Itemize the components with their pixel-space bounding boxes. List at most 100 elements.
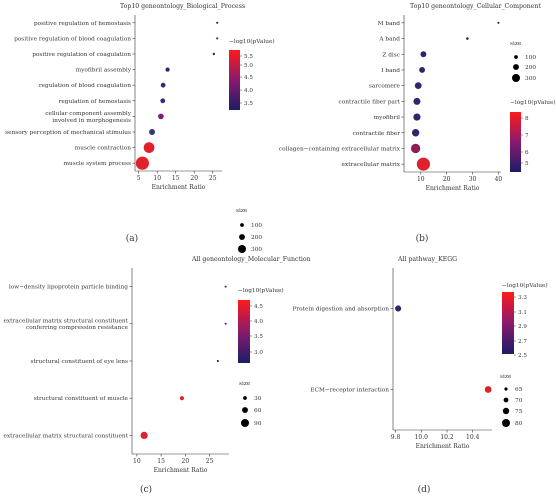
color-legend-label: 2.9: [518, 324, 527, 330]
color-legend-label: 4.5: [254, 304, 263, 310]
y-tick-label-line: cellular component assembly: [45, 111, 131, 117]
y-tick-label-line: positive regulation of coagulation: [32, 52, 131, 58]
x-tick-label: 5: [137, 175, 141, 182]
color-legend-label: 4.5: [244, 75, 253, 81]
color-legend-title: −log10(pValue): [510, 99, 556, 106]
size-legend-label: 90: [254, 421, 262, 427]
size-legend-dot: [503, 397, 509, 403]
color-legend-bar: [510, 112, 521, 172]
color-legend-title: −log10(pValue): [238, 287, 284, 294]
color-legend-label: 2.7: [518, 339, 527, 345]
data-point: [416, 157, 430, 171]
color-legend-label: 3.3: [518, 295, 527, 301]
x-tick-label: 15: [157, 458, 165, 465]
data-point: [497, 21, 500, 24]
x-tick-label: 10: [153, 175, 161, 182]
y-tick-label: low−density lipoprotein particle binding: [9, 285, 128, 291]
y-tick-label: contractile fiber part: [339, 99, 401, 105]
color-legend-label: 3.0: [254, 350, 263, 356]
y-tick-label: regulation of blood coagulation: [39, 83, 131, 89]
chart-title: All geneontology_Molecular_Function: [191, 256, 311, 263]
data-point: [411, 129, 420, 137]
size-legend-title: size: [510, 41, 522, 47]
y-tick-label-line: contractile fiber: [353, 131, 401, 137]
panel-label: (c): [140, 484, 152, 495]
panel-label: (d): [418, 484, 431, 495]
data-point: [135, 156, 149, 170]
color-legend-label: 8: [525, 116, 529, 122]
x-tick-label: 10: [133, 458, 141, 465]
data-point: [160, 98, 166, 104]
x-axis-label: Enrichment Ratio: [154, 467, 208, 474]
y-tick-label-line: involved in morphogenesis: [52, 118, 131, 124]
size-legend-dot: [502, 407, 510, 415]
size-legend-label: 80: [515, 421, 523, 427]
data-point: [143, 142, 155, 153]
x-axis-label: Enrichment Ratio: [416, 443, 470, 450]
size-legend-label: 300: [525, 76, 536, 82]
chart-title: Top10 geneontology_Cellular_Component: [410, 3, 541, 10]
size-legend-title: size: [500, 374, 512, 380]
y-tick-label: Z disc: [382, 52, 400, 58]
color-legend-bar: [229, 50, 240, 110]
size-legend-dot: [240, 223, 244, 227]
y-tick-label-line: extracellular matrix structural constitu…: [3, 318, 128, 324]
data-point: [414, 82, 422, 90]
size-legend-label: 75: [515, 409, 523, 415]
y-tick-label-line: muscle contraction: [75, 146, 132, 152]
x-axis-label: Enrichment Ratio: [426, 185, 480, 192]
y-tick-label: positive regulation of blood coagulation: [14, 36, 131, 42]
color-legend-label: 4.0: [244, 88, 253, 94]
data-point: [140, 431, 148, 440]
y-tick-label-line: positive regulation of hemostasis: [34, 21, 131, 27]
data-point: [149, 129, 155, 135]
x-tick-label: 20: [190, 175, 198, 182]
y-tick-label: sensory perception of mechanical stimulu…: [5, 130, 131, 136]
data-point: [216, 37, 219, 40]
y-tick-label: myofibril: [374, 115, 400, 121]
x-tick-label: 20: [443, 176, 451, 183]
x-tick-label: 10: [417, 176, 425, 183]
y-tick-label-line: A band: [378, 37, 400, 43]
panel-label: (a): [126, 233, 138, 244]
color-legend-label: 2.5: [518, 353, 527, 359]
size-legend-label: 70: [515, 398, 523, 404]
color-legend-label: 7: [525, 133, 529, 139]
x-tick-label: 10.4: [466, 434, 480, 441]
color-legend-label: 3.5: [254, 334, 263, 340]
panel-3: All pathway_KEGG 9.8 10.0 10.2 10.4 Enrichmen…: [292, 256, 547, 495]
y-tick-label: sarcomere: [369, 84, 401, 90]
data-point: [410, 143, 421, 154]
size-legend-label: 30: [254, 396, 262, 402]
y-tick-label-line: positive regulation of blood coagulation: [14, 36, 131, 42]
panel-2: All geneontology_Molecular_Function 10 15 2…: [3, 256, 310, 495]
y-tick-label: structural constituent of eye lens: [30, 359, 128, 365]
y-tick-label: extracellular matrix structural constitu…: [3, 318, 128, 331]
y-tick-label-line: structural constituent of muscle: [34, 396, 129, 402]
y-tick-label: positive regulation of coagulation: [32, 52, 131, 58]
y-tick-label: collagen−containing extracellular matrix: [279, 146, 401, 152]
color-legend-label: 6: [525, 150, 529, 156]
y-tick-label-line: M band: [378, 21, 401, 27]
x-tick-label: 20: [182, 458, 190, 465]
color-legend-bar: [238, 300, 250, 363]
y-tick-label: extracellular matrix: [342, 162, 401, 168]
color-legend-label: 5: [525, 161, 529, 167]
data-point: [160, 82, 166, 88]
size-legend-dot: [502, 419, 510, 427]
color-legend-title: −log10(pValue): [502, 282, 548, 289]
data-point: [413, 113, 421, 121]
data-point: [216, 21, 219, 24]
y-tick-label-line: collagen−containing extracellular matrix: [279, 146, 401, 152]
data-point: [158, 113, 164, 120]
color-legend-label: 5.0: [244, 63, 253, 69]
x-tick-label: 9.8: [391, 434, 401, 441]
y-tick-label-line: low−density lipoprotein particle binding: [9, 285, 128, 291]
panel-1: Top10 geneontology_Cellular_Component 10 2…: [279, 3, 556, 244]
chart-title: Top10 geneontology_Biological_Process: [120, 3, 245, 10]
y-tick-label: ECM−receptor interaction: [310, 388, 389, 394]
x-axis-label: Enrichment Ratio: [152, 184, 206, 191]
panel-label: (b): [416, 233, 429, 244]
x-tick-label: 40: [495, 176, 503, 183]
y-tick-label-line: Z disc: [382, 52, 400, 58]
